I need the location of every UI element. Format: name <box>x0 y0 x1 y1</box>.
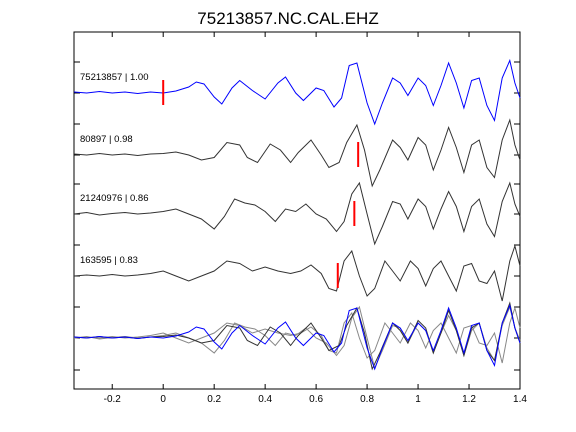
x-tick-label: 0 <box>160 394 166 405</box>
chart-title: 75213857.NC.CAL.EHZ <box>197 9 378 28</box>
trace-labels: 75213857 | 1.00 80897 | 0.98 21240976 | 0.… <box>80 72 149 266</box>
overlay-stack <box>73 301 521 371</box>
x-tick-label: 0.8 <box>360 394 374 405</box>
trace-label: 163595 | 0.83 <box>80 255 138 266</box>
x-tick-label: 1 <box>415 394 421 405</box>
trace-line <box>73 244 521 302</box>
traces <box>73 58 521 302</box>
trace-line <box>73 118 521 188</box>
trace-line <box>73 58 521 126</box>
x-tick-label: -0.2 <box>104 394 122 405</box>
plot-area <box>73 31 521 390</box>
x-tick-label: 1.2 <box>462 394 476 405</box>
overlay-trace-line <box>73 301 521 371</box>
x-tick-label: 0.2 <box>207 394 221 405</box>
trace-label: 21240976 | 0.86 <box>80 193 149 204</box>
overlay-trace-line <box>73 303 521 371</box>
trace-label: 75213857 | 1.00 <box>80 72 149 83</box>
x-axis: -0.2 0 0.2 0.4 0.6 0.8 1 1.2 1.4 <box>104 32 527 405</box>
x-tick-label: 1.4 <box>513 394 527 405</box>
picks <box>162 80 360 288</box>
overlay-trace-line <box>73 306 521 364</box>
trace-label: 80897 | 0.98 <box>80 134 133 145</box>
trace-line <box>73 181 521 246</box>
x-tick-label: 0.4 <box>258 394 272 405</box>
x-tick-label: 0.6 <box>309 394 323 405</box>
